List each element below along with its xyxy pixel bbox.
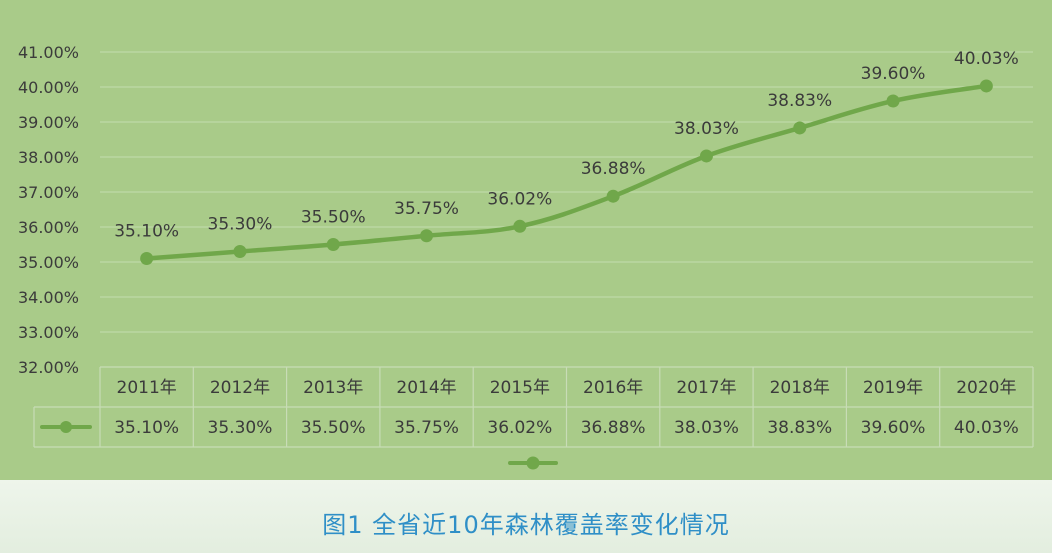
y-tick-label: 37.00% [18,183,79,202]
table-value-cell: 38.83% [767,418,832,438]
series-line [144,83,989,261]
y-tick-label: 39.00% [18,113,79,132]
table-value-cell: 35.75% [394,418,459,438]
x-category-label: 2016年 [583,378,643,398]
caption-band [0,480,1052,553]
data-point [513,219,527,233]
table-value-cell: 40.03% [954,418,1019,438]
data-point [886,94,900,108]
data-point [793,121,807,135]
data-label: 40.03% [954,49,1019,69]
table-value-cell: 35.30% [208,418,273,438]
data-label: 39.60% [861,64,926,84]
x-category-label: 2014年 [396,378,456,398]
y-tick-label: 40.00% [18,78,79,97]
data-label: 36.88% [581,159,646,179]
data-point [140,252,154,265]
data-point [326,238,340,251]
table-series-key-marker [60,421,72,433]
x-category-label: 2011年 [117,378,177,398]
data-label: 35.30% [208,215,273,235]
y-tick-label: 38.00% [18,148,79,167]
data-point [233,245,247,258]
y-tick-label: 36.00% [18,218,79,237]
x-category-label: 2015年 [490,378,550,398]
data-point [606,189,620,203]
y-tick-label: 33.00% [18,323,79,342]
data-label: 38.83% [767,91,832,111]
forest-coverage-line-chart: 32.00% 33.00% 34.00% 35.00% 36.00% 37.00% 38.0… [18,43,1034,470]
x-category-label: 2013年 [303,378,363,398]
table-value-cell: 35.10% [114,418,179,438]
x-category-label: 2020年 [956,378,1016,398]
x-category-label: 2012年 [210,378,270,398]
table-value-cell: 36.88% [581,418,646,438]
table-value-cell: 39.60% [861,418,926,438]
data-label: 38.03% [674,119,739,139]
x-category-label: 2019年 [863,378,923,398]
table-value-cell: 36.02% [487,418,552,438]
y-tick-label: 34.00% [18,288,79,307]
data-point [420,229,434,243]
x-category-label: 2017年 [676,378,736,398]
figure-caption: 图1 全省近10年森林覆盖率变化情况 [322,511,730,539]
data-label: 35.50% [301,208,366,228]
data-label: 35.10% [114,222,179,242]
data-point [699,149,713,163]
data-label: 35.75% [394,199,459,219]
legend-key-marker [526,456,540,470]
y-tick-label: 32.00% [18,358,79,377]
y-tick-label: 41.00% [18,43,79,62]
x-category-label: 2018年 [770,378,830,398]
y-tick-label: 35.00% [18,253,79,272]
table-value-cell: 38.03% [674,418,739,438]
data-label: 36.02% [487,189,552,209]
table-value-cell: 35.50% [301,418,366,438]
chart-panel: 32.00% 33.00% 34.00% 35.00% 36.00% 37.00% 38.0… [0,0,1052,480]
data-point [979,79,993,93]
